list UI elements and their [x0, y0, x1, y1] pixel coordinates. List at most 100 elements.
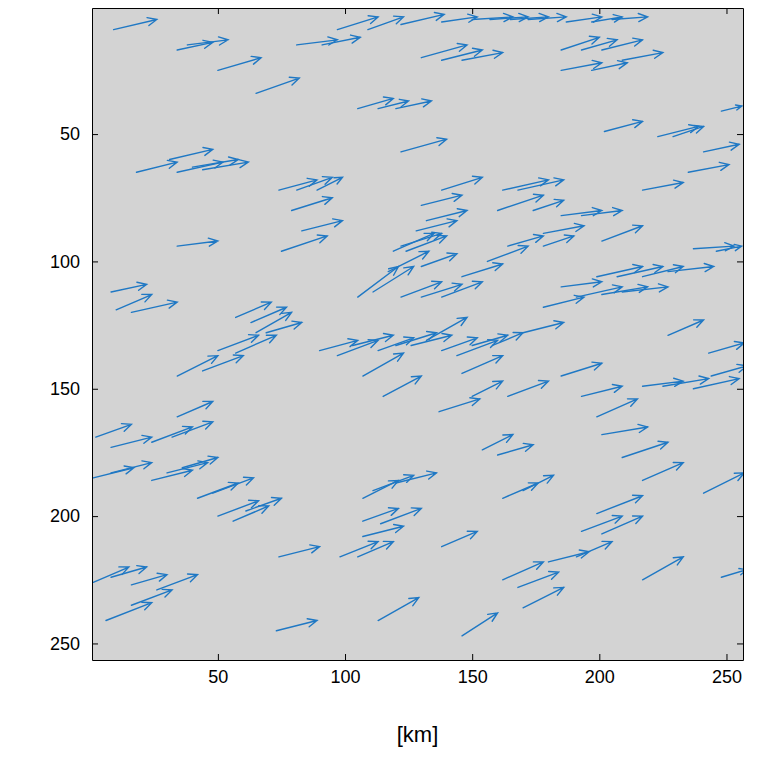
wind-arrow	[373, 475, 414, 491]
wind-arrow	[251, 307, 287, 322]
tick-label: 200	[585, 667, 615, 687]
wind-arrow	[462, 50, 503, 60]
tick: 250	[50, 634, 98, 654]
wind-arrow	[172, 421, 213, 437]
wind-arrow	[421, 283, 462, 297]
tick-label: 50	[60, 124, 80, 144]
tick	[599, 8, 600, 14]
tick	[737, 389, 743, 390]
tick-label: 200	[50, 506, 80, 526]
x-axis-title: [km]	[397, 722, 439, 747]
tick-mark	[726, 654, 727, 660]
wind-arrow	[383, 376, 421, 396]
tick: 50	[208, 654, 228, 687]
wind-arrow	[401, 12, 444, 24]
wind-arrow	[508, 235, 544, 247]
wind-arrow	[576, 541, 612, 556]
wind-arrow	[340, 541, 378, 557]
wind-arrow	[111, 461, 152, 473]
wind-arrow	[396, 471, 437, 483]
tick-mark	[345, 654, 346, 660]
wind-arrow	[457, 340, 498, 356]
axis-line	[92, 9, 93, 661]
wind-arrow	[416, 219, 457, 231]
wind-arrow	[320, 339, 358, 351]
wind-arrow	[177, 401, 213, 416]
tick-mark	[737, 516, 743, 517]
wind-arrow	[716, 244, 741, 251]
wind-arrow	[114, 18, 157, 30]
wind-arrow	[523, 475, 554, 490]
y-axis-right	[737, 9, 744, 661]
tick-mark	[345, 8, 346, 14]
wind-arrow	[597, 495, 643, 513]
tick: 100	[331, 654, 361, 687]
tick	[737, 643, 743, 644]
wind-arrow	[276, 619, 317, 631]
wind-arrow	[693, 377, 739, 389]
wind-arrow	[96, 424, 132, 437]
wind-arrow	[604, 120, 642, 132]
y-axis: 50 100 150 200 250	[50, 9, 98, 661]
wind-arrow	[203, 160, 249, 170]
wind-arrow	[510, 13, 548, 21]
wind-arrow	[111, 566, 147, 578]
wind-arrow	[493, 332, 524, 345]
wind-arrow	[548, 550, 589, 562]
wind-arrow	[498, 194, 544, 210]
wind-arrow	[177, 238, 218, 246]
wind-arrow	[582, 208, 623, 216]
wind-arrow	[582, 515, 623, 531]
wind-arrow	[381, 508, 422, 524]
tick-label: 150	[458, 667, 488, 687]
wind-arrow	[421, 253, 457, 266]
wind-arrow	[528, 13, 566, 21]
wind-arrow	[157, 574, 198, 590]
wind-arrow	[302, 219, 343, 231]
wind-arrow	[490, 13, 528, 21]
wind-arrow	[236, 302, 272, 317]
axis-line	[93, 660, 744, 661]
wind-arrow	[533, 199, 564, 210]
wind-arrow	[576, 285, 622, 297]
plot-background	[92, 8, 743, 660]
tick-label: 100	[50, 252, 80, 272]
wind-arrow	[358, 97, 394, 109]
tick-mark	[472, 8, 473, 14]
tick-mark	[92, 643, 98, 644]
wind-arrow	[203, 355, 244, 371]
tick	[737, 261, 743, 262]
tick-mark	[599, 654, 600, 660]
arrows	[93, 12, 743, 635]
wind-arrow	[523, 321, 564, 333]
wind-arrow	[187, 37, 228, 45]
wind-arrow	[192, 157, 238, 167]
wind-arrow	[363, 525, 404, 537]
wind-arrow	[279, 545, 320, 557]
wind-arrow	[622, 441, 668, 457]
wind-arrow	[363, 353, 404, 376]
chart: 5010015020025050100150200250[km]	[0, 0, 757, 765]
wind-arrow	[592, 61, 628, 71]
tick-mark	[92, 134, 98, 135]
tick: 150	[50, 379, 98, 399]
tick-mark	[599, 8, 600, 14]
wind-arrow	[256, 77, 299, 93]
wind-arrow	[317, 177, 342, 190]
wind-arrow	[236, 335, 277, 353]
tick-mark	[92, 516, 98, 517]
wind-arrow	[612, 13, 648, 21]
wind-arrow	[131, 300, 177, 312]
wind-arrow	[266, 321, 302, 333]
wind-arrow	[358, 267, 399, 298]
axis-line	[93, 8, 744, 9]
wind-arrow	[561, 36, 599, 50]
wind-arrow	[131, 589, 172, 605]
wind-arrow	[292, 197, 333, 211]
axis-line	[743, 9, 744, 661]
x-axis: 50100150200250	[93, 654, 744, 687]
tick	[726, 8, 727, 14]
wind-arrow	[233, 506, 269, 521]
wind-arrow	[152, 426, 193, 442]
wind-arrow	[472, 381, 503, 396]
